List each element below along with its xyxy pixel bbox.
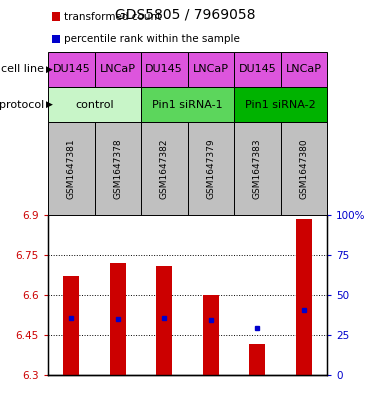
Text: GSM1647378: GSM1647378 (113, 138, 122, 199)
Text: Pin1 siRNA-1: Pin1 siRNA-1 (152, 99, 223, 110)
Bar (63, 276, 79, 375)
Text: percentile rank within the sample: percentile rank within the sample (63, 34, 239, 44)
Text: cell line: cell line (1, 64, 44, 75)
Text: LNCaP: LNCaP (100, 64, 136, 75)
Text: GSM1647382: GSM1647382 (160, 138, 169, 199)
Text: GSM1647381: GSM1647381 (67, 138, 76, 199)
Text: GSM1647383: GSM1647383 (253, 138, 262, 199)
Bar (203, 295, 219, 375)
Bar (296, 219, 312, 375)
Bar (249, 344, 265, 375)
Text: control: control (75, 99, 114, 110)
Text: GSM1647380: GSM1647380 (299, 138, 308, 199)
Text: LNCaP: LNCaP (286, 64, 322, 75)
Text: GSM1647379: GSM1647379 (206, 138, 215, 199)
Text: GDS5805 / 7969058: GDS5805 / 7969058 (115, 8, 256, 22)
Text: ▶: ▶ (46, 65, 53, 74)
Text: Pin1 siRNA-2: Pin1 siRNA-2 (245, 99, 316, 110)
Bar (109, 263, 126, 375)
Text: DU145: DU145 (52, 64, 90, 75)
Bar (156, 266, 173, 375)
Text: protocol: protocol (0, 99, 44, 110)
Text: transformed count: transformed count (63, 12, 161, 22)
Text: ▶: ▶ (46, 100, 53, 109)
Text: DU145: DU145 (145, 64, 183, 75)
Text: DU145: DU145 (239, 64, 276, 75)
Text: LNCaP: LNCaP (193, 64, 229, 75)
